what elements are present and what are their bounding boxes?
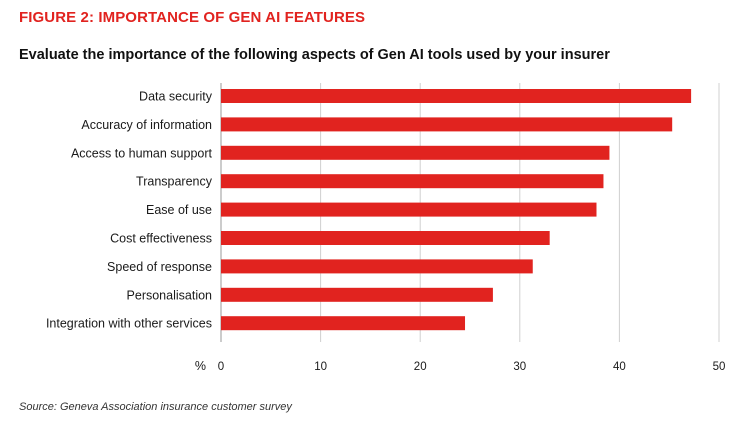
category-label: Transparency bbox=[136, 175, 213, 189]
bar-accuracy-of-information bbox=[221, 117, 673, 132]
x-tick-label-10: 10 bbox=[314, 361, 327, 373]
category-label: Cost effectiveness bbox=[110, 232, 212, 246]
category-labels: Data security Accuracy of information Acce… bbox=[46, 90, 213, 331]
figure-label: FIGURE 2: IMPORTANCE OF GEN AI FEATURES bbox=[19, 9, 366, 26]
bar-integration-with-other-services bbox=[221, 316, 466, 331]
x-axis-unit-label: % bbox=[195, 359, 206, 373]
category-label: Data security bbox=[139, 90, 213, 104]
x-tick-label-20: 20 bbox=[414, 361, 427, 373]
category-label: Ease of use bbox=[146, 203, 212, 217]
category-label: Access to human support bbox=[71, 146, 213, 160]
bar-access-to-human-support bbox=[221, 145, 610, 160]
x-tick-label-40: 40 bbox=[613, 361, 626, 373]
x-tick-label-0: 0 bbox=[218, 361, 224, 373]
bar-data-security bbox=[221, 89, 692, 103]
category-label: Personalisation bbox=[127, 288, 213, 302]
bar-speed-of-response bbox=[221, 259, 533, 274]
bar-transparency bbox=[221, 174, 604, 189]
bar-chart: Data security Accuracy of information Acce… bbox=[46, 83, 726, 373]
bar-cost-effectiveness bbox=[221, 231, 550, 245]
x-tick-label-50: 50 bbox=[713, 361, 726, 373]
bar-ease-of-use bbox=[221, 202, 597, 217]
x-axis-ticks: 0 10 20 30 40 50 bbox=[218, 361, 726, 373]
bar-personalisation bbox=[221, 287, 493, 302]
category-label: Integration with other services bbox=[46, 317, 212, 331]
category-label: Accuracy of information bbox=[81, 118, 212, 132]
source-note: Source: Geneva Association insurance cus… bbox=[19, 401, 292, 413]
category-label: Speed of response bbox=[107, 260, 212, 274]
chart-title: Evaluate the importance of the following… bbox=[19, 47, 610, 63]
bars bbox=[221, 89, 692, 331]
x-tick-label-30: 30 bbox=[513, 361, 526, 373]
